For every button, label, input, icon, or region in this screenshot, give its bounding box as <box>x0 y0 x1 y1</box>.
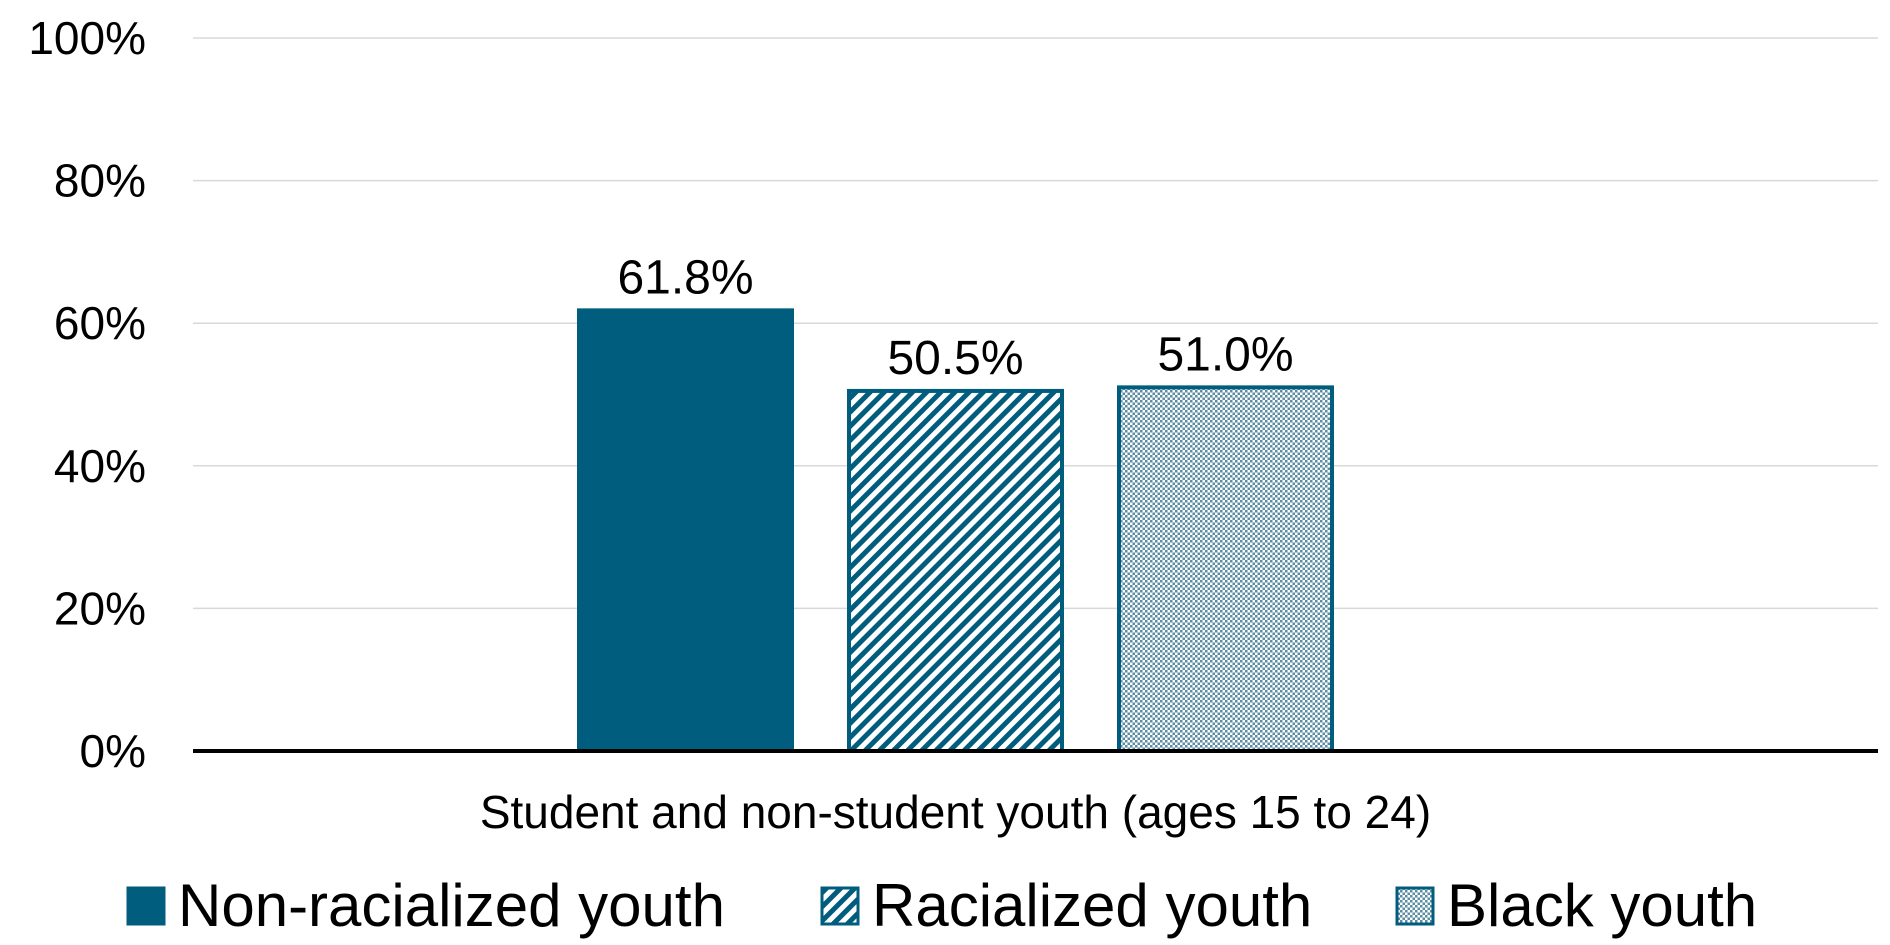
data-label: 61.8% <box>617 251 753 304</box>
data-labels: 61.8% 50.5% 51.0% <box>617 251 1293 385</box>
y-tick-label: 80% <box>54 155 146 207</box>
y-tick-label: 20% <box>54 582 146 634</box>
y-tick-label: 60% <box>54 297 146 349</box>
gridlines <box>193 37 1878 610</box>
data-label: 50.5% <box>887 332 1023 385</box>
bar-racialized-youth <box>847 388 1064 753</box>
bar-black-youth <box>1117 385 1334 753</box>
bars <box>577 308 1334 753</box>
bar-non-racialized-youth <box>577 308 794 753</box>
legend-label: Racialized youth <box>872 872 1312 939</box>
y-tick-label: 100% <box>28 12 146 64</box>
data-label: 51.0% <box>1157 328 1293 381</box>
legend-label: Black youth <box>1447 872 1757 939</box>
legend-swatch <box>1395 886 1435 926</box>
y-axis-ticks: 0% 20% 40% 60% 80% 100% <box>28 12 146 777</box>
legend-swatch <box>820 886 860 926</box>
y-tick-label: 0% <box>80 725 146 777</box>
y-tick-label: 40% <box>54 440 146 492</box>
x-category-label: Student and non-student youth (ages 15 t… <box>480 786 1431 838</box>
category-labels: Student and non-student youth (ages 15 t… <box>480 786 1431 838</box>
legend-swatch <box>126 886 166 926</box>
legend-label: Non-racialized youth <box>178 872 725 939</box>
legend: Non-racialized youth Racialized youth Blac… <box>126 872 1757 939</box>
